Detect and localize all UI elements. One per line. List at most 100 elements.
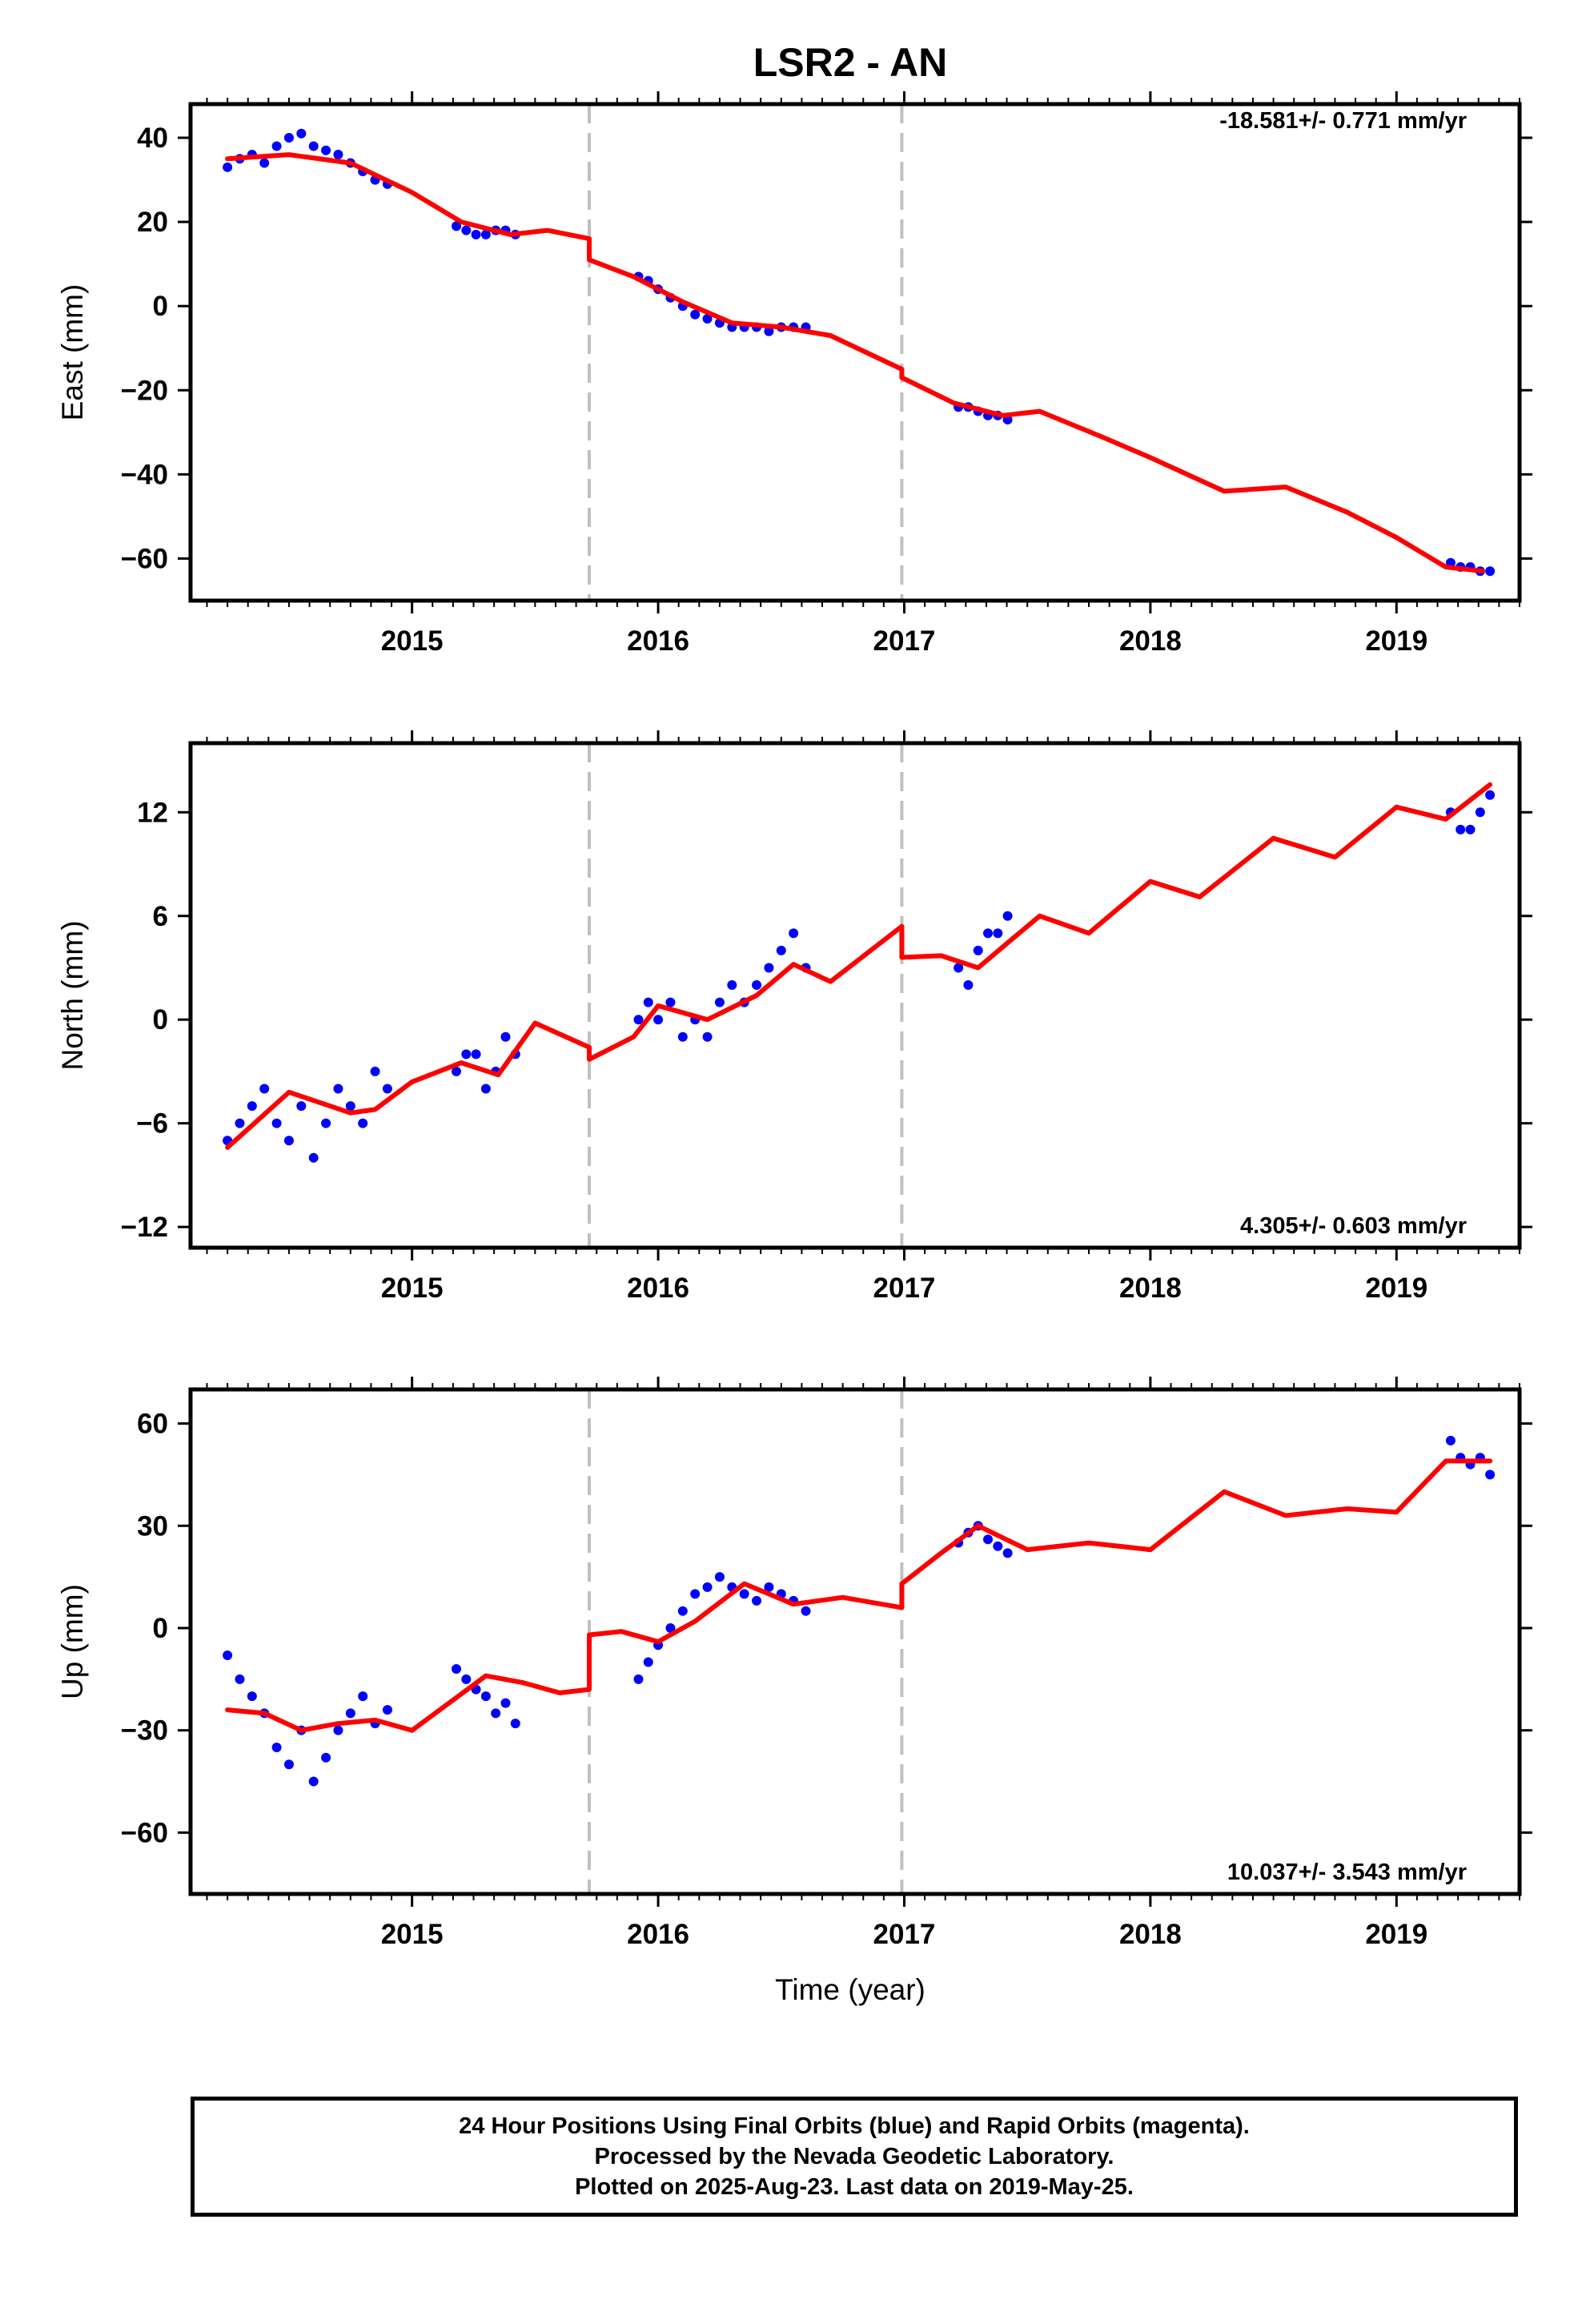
up-data-point — [1002, 1548, 1013, 1558]
north-data-point — [333, 1084, 343, 1094]
north-data-point — [954, 963, 964, 973]
east-data-point — [471, 229, 481, 239]
east-plot-frame — [188, 102, 1522, 603]
north-data-point — [764, 963, 774, 973]
north-data-point — [702, 1031, 713, 1042]
east-y-tick-label: 20 — [137, 207, 168, 238]
north-data-point — [1465, 824, 1476, 834]
up-data-point — [235, 1674, 245, 1684]
north-data-point — [643, 997, 653, 1007]
up-data-point — [480, 1691, 491, 1702]
east-data-point — [333, 150, 343, 160]
north-data-point — [714, 997, 725, 1007]
north-y-tick-label: 0 — [153, 1004, 168, 1035]
up-data-point — [677, 1606, 688, 1616]
footer-line-3: Plotted on 2025-Aug-23. Last data on 201… — [575, 2174, 1134, 2200]
east-data-point — [271, 141, 282, 151]
up-data-point — [452, 1664, 461, 1675]
north-y-axis-label: North (mm) — [56, 920, 89, 1070]
east-data-point — [764, 326, 774, 336]
east-rate-label: -18.581+/- 0.771 mm/yr — [1219, 108, 1467, 134]
north-data-point — [789, 928, 799, 939]
east-x-tick-label: 2015 — [381, 625, 444, 657]
footer-box: 24 Hour Positions Using Final Orbits (bl… — [191, 2097, 1518, 2217]
north-x-tick-label: 2019 — [1365, 1273, 1427, 1304]
up-y-tick-label: 30 — [137, 1510, 168, 1542]
up-data-point — [993, 1541, 1003, 1551]
east-data-point — [223, 162, 233, 172]
north-x-tick-label: 2015 — [381, 1273, 444, 1304]
east-data-point — [461, 225, 472, 235]
north-x-tick-label: 2018 — [1119, 1273, 1182, 1304]
up-panel: 2015 2016 2017 2018 2019 60 30 0 −30 −60 Up (mm) 10… — [56, 1377, 1532, 1950]
north-data-point — [283, 1136, 294, 1146]
north-data-point — [471, 1049, 481, 1059]
north-data-point — [727, 980, 737, 991]
up-x-tick-label: 2017 — [873, 1919, 936, 1950]
east-data-point — [480, 229, 491, 239]
north-data-point — [633, 1015, 644, 1025]
up-data-point — [271, 1742, 282, 1752]
north-panel: 2015 2016 2017 2018 2019 12 6 0 −6 −12 North (mm) 4… — [56, 730, 1532, 1304]
north-data-point — [665, 997, 676, 1007]
up-data-point — [461, 1674, 472, 1684]
up-data-point — [491, 1708, 501, 1719]
up-x-tick-label: 2016 — [627, 1919, 689, 1950]
north-data-point — [370, 1066, 380, 1076]
east-data-point — [259, 158, 270, 168]
up-y-tick-label: −30 — [121, 1715, 168, 1747]
north-data-point — [345, 1101, 355, 1112]
east-data-point — [702, 313, 713, 324]
up-y-axis-label: Up (mm) — [56, 1584, 89, 1699]
east-data-point — [296, 128, 307, 139]
north-y-tick-label: −6 — [136, 1108, 168, 1140]
footer-line-2: Processed by the Nevada Geodetic Laborat… — [594, 2144, 1114, 2169]
up-x-tick-label: 2018 — [1119, 1919, 1182, 1950]
east-x-tick-label: 2017 — [873, 625, 936, 657]
north-data-point — [677, 1031, 688, 1042]
up-data-point — [801, 1606, 811, 1616]
up-y-tick-label: −60 — [121, 1817, 168, 1848]
north-data-point — [653, 1015, 664, 1025]
up-data-point — [1445, 1435, 1456, 1445]
east-x-tick-label: 2019 — [1365, 625, 1427, 657]
north-data-point — [247, 1101, 257, 1112]
north-y-tick-label: 12 — [137, 797, 168, 828]
up-x-tick-label: 2019 — [1365, 1919, 1427, 1950]
up-data-point — [223, 1651, 233, 1661]
north-data-point — [1456, 824, 1466, 834]
up-rate-label: 10.037+/- 3.543 mm/yr — [1227, 1860, 1467, 1885]
north-x-tick-label: 2016 — [627, 1273, 689, 1304]
up-y-tick-label: 0 — [153, 1613, 168, 1644]
up-data-point — [321, 1752, 331, 1763]
up-data-point — [308, 1776, 319, 1787]
x-axis-label: Time (year) — [775, 1973, 926, 2006]
up-data-point — [983, 1534, 993, 1545]
up-data-point — [382, 1705, 392, 1715]
north-data-point — [358, 1118, 368, 1128]
north-data-point — [480, 1084, 491, 1094]
north-data-point — [963, 980, 974, 991]
east-y-tick-label: 40 — [137, 123, 168, 154]
up-data-point — [345, 1708, 355, 1719]
north-model-curve — [225, 782, 1493, 1150]
up-data-point — [739, 1589, 749, 1599]
north-data-point — [382, 1084, 392, 1094]
up-data-point — [690, 1589, 701, 1599]
east-data-point — [283, 133, 294, 143]
north-data-point — [1485, 790, 1496, 800]
north-data-point — [983, 928, 993, 939]
up-plot-frame — [188, 1387, 1522, 1896]
footer-line-1: 24 Hour Positions Using Final Orbits (bl… — [459, 2113, 1250, 2139]
north-data-point — [271, 1118, 282, 1128]
north-data-point — [1002, 911, 1013, 921]
north-y-tick-label: 6 — [153, 901, 168, 932]
up-data-point — [764, 1582, 774, 1592]
east-y-axis-label: East (mm) — [56, 284, 89, 421]
north-data-point — [235, 1118, 245, 1128]
up-data-point — [510, 1719, 520, 1729]
north-data-point — [973, 945, 983, 955]
up-data-point — [358, 1691, 368, 1702]
up-data-point — [702, 1582, 713, 1592]
